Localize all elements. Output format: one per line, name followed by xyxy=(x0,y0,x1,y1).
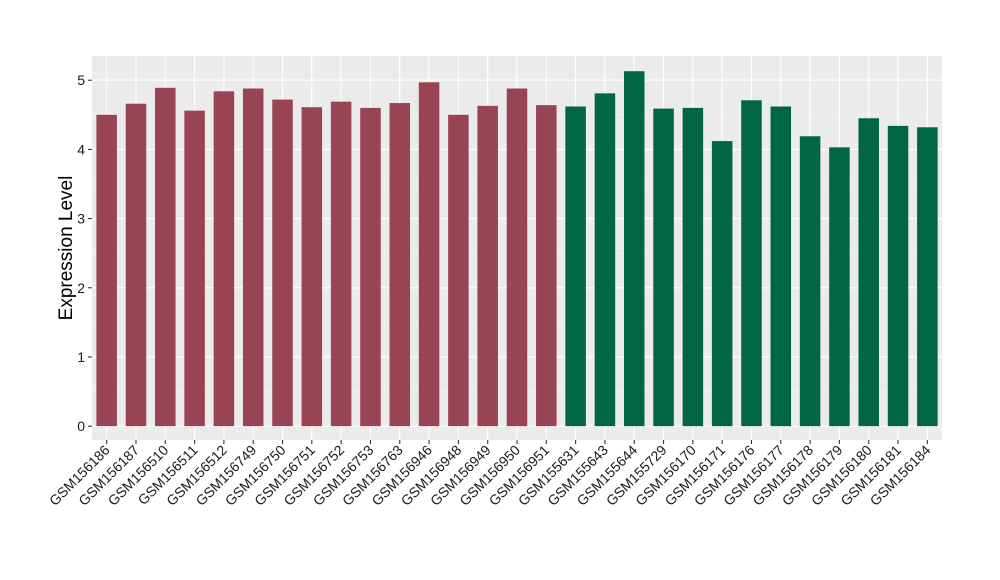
bar-gsm156951 xyxy=(536,105,557,427)
bar-gsm156511 xyxy=(184,110,205,427)
bar-gsm156946 xyxy=(418,82,440,427)
bar-gsm156179 xyxy=(829,147,850,427)
x-axis: GSM156186GSM156187GSM156510GSM156511GSM1… xyxy=(46,440,934,509)
bar-gsm156949 xyxy=(477,105,498,427)
y-tick-label: 2 xyxy=(77,280,85,296)
bar-gsm156177 xyxy=(770,106,792,427)
y-tick-label: 5 xyxy=(77,72,85,88)
bar-gsm156184 xyxy=(917,127,938,427)
y-axis: 0 1 2 3 4 5 xyxy=(77,72,92,434)
bar-gsm156751 xyxy=(301,107,323,427)
bar-gsm156512 xyxy=(213,91,235,427)
bar-gsm156510 xyxy=(155,87,176,427)
bar-gsm156948 xyxy=(448,114,469,427)
bar-gsm156749 xyxy=(242,88,264,427)
bar-gsm156171 xyxy=(711,141,733,427)
bar-gsm156950 xyxy=(506,88,528,427)
bar-gsm156178 xyxy=(799,136,821,427)
y-tick-label: 4 xyxy=(77,141,85,157)
y-tick-label: 0 xyxy=(77,418,85,434)
y-axis-title: Expression Level xyxy=(56,176,77,321)
bars xyxy=(96,71,938,427)
bar-gsm155631 xyxy=(565,106,586,427)
bar-gsm155644 xyxy=(623,71,645,427)
bar-gsm156181 xyxy=(887,125,909,427)
bar-gsm156186 xyxy=(96,114,117,427)
y-tick-label: 3 xyxy=(77,211,85,227)
bar-gsm156176 xyxy=(741,100,762,427)
bar-gsm156180 xyxy=(858,118,879,427)
bar-gsm156750 xyxy=(272,99,293,427)
bar-gsm155643 xyxy=(594,93,616,427)
bar-gsm156170 xyxy=(682,107,704,427)
y-tick-label: 1 xyxy=(77,349,85,365)
bar-gsm156752 xyxy=(330,101,352,427)
bar-gsm156753 xyxy=(360,107,381,427)
bar-gsm155729 xyxy=(653,108,674,427)
bar-gsm156187 xyxy=(125,103,147,427)
bar-gsm156763 xyxy=(389,103,411,427)
